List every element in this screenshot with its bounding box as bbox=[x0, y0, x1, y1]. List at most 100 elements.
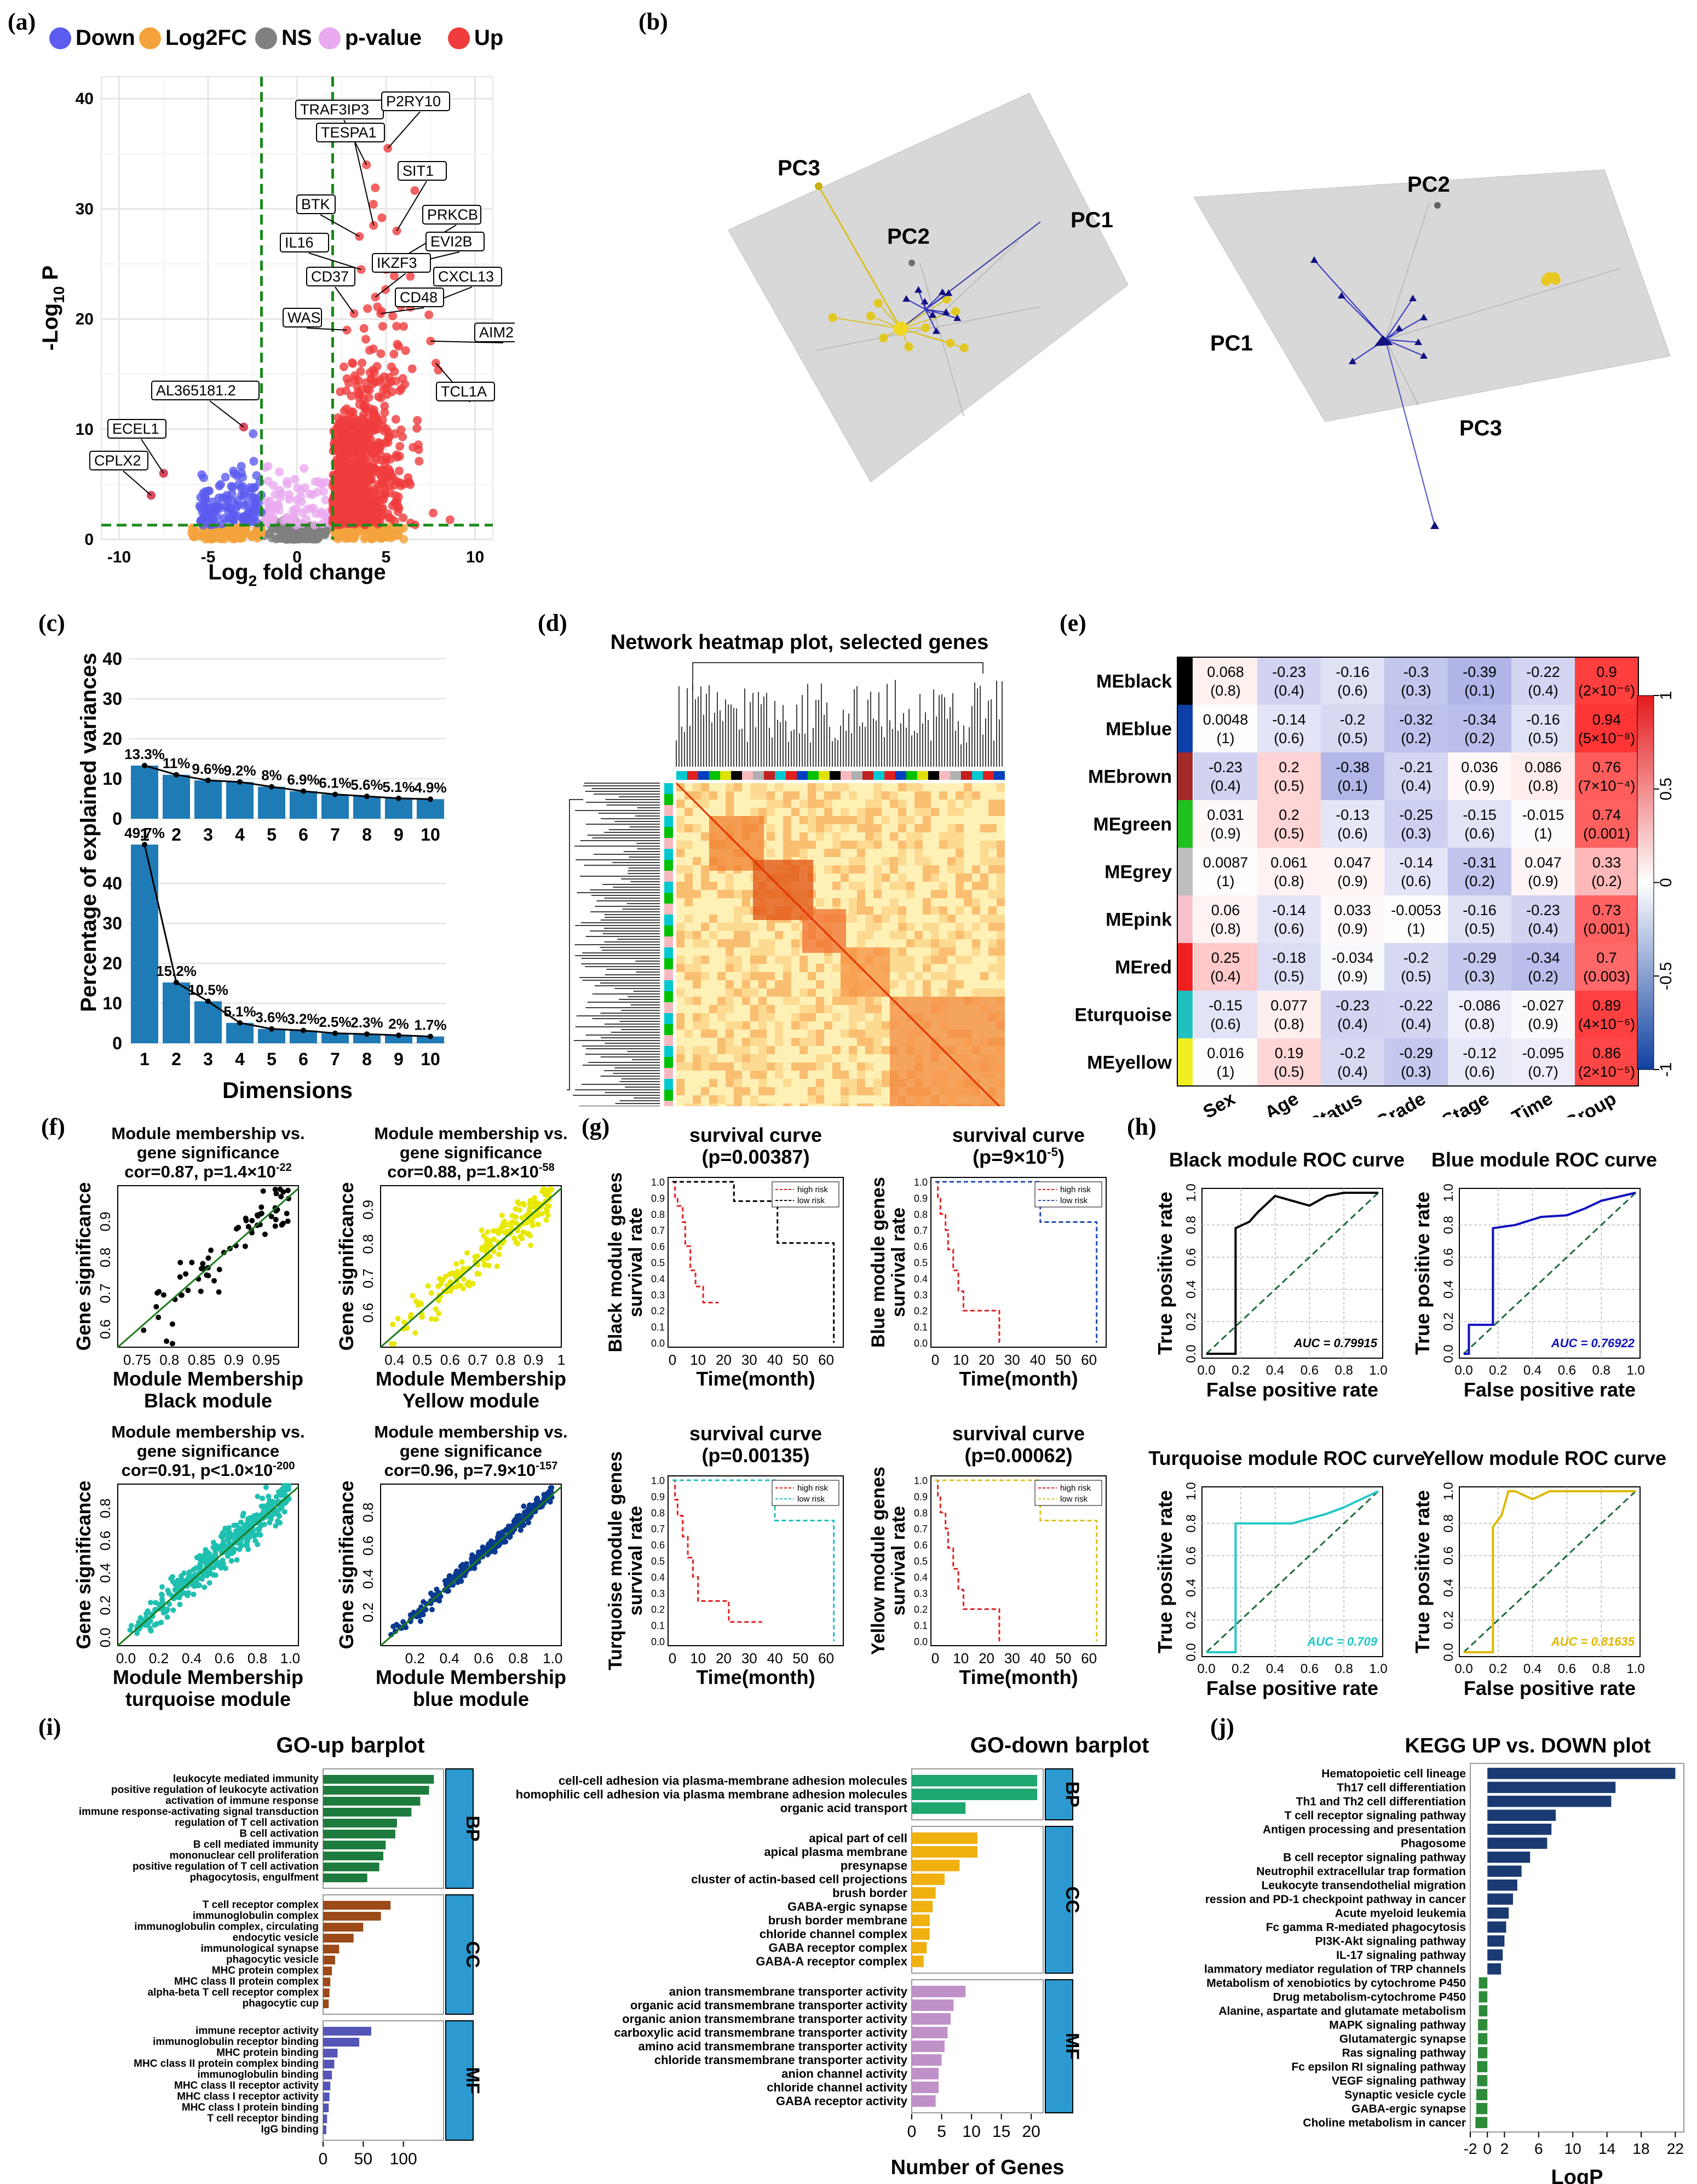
heatmap-cell bbox=[717, 791, 726, 800]
mm-point bbox=[266, 1493, 272, 1499]
heatmap-cell bbox=[791, 832, 799, 841]
volcano-point bbox=[338, 485, 348, 494]
heatmap-cell bbox=[750, 939, 758, 947]
pca-right-blue-vector bbox=[1385, 339, 1424, 357]
heatmap-cell bbox=[676, 906, 684, 915]
gene-label-leader bbox=[209, 400, 244, 428]
heatmap-cell bbox=[791, 1030, 799, 1038]
module-trait-cell bbox=[1448, 895, 1511, 943]
heatmap-cell bbox=[988, 915, 997, 923]
mm-point bbox=[509, 1212, 515, 1219]
volcano-point bbox=[384, 464, 393, 474]
mm-point bbox=[203, 1555, 209, 1561]
module-trait-cell bbox=[1194, 752, 1257, 800]
volcano-point bbox=[400, 380, 410, 389]
heatmap-color-bar-top bbox=[862, 771, 873, 780]
volcano-point bbox=[363, 385, 372, 394]
mm-point bbox=[187, 1573, 193, 1579]
heatmap-cell bbox=[783, 1005, 791, 1013]
mm-x-tick-label: 0.6 bbox=[440, 1352, 460, 1368]
heatmap-cell bbox=[923, 808, 931, 816]
heatmap-cell bbox=[832, 865, 841, 873]
volcano-point bbox=[342, 464, 351, 473]
module-trait-cor: -0.21 bbox=[1399, 759, 1433, 775]
gene-label-box bbox=[283, 308, 322, 327]
gene-label-box bbox=[433, 267, 502, 286]
heatmap-cell bbox=[898, 791, 906, 800]
heatmap-cell bbox=[931, 890, 939, 898]
heatmap-cell bbox=[709, 972, 717, 980]
mm-module-name: Black module bbox=[144, 1389, 272, 1412]
heatmap-cell bbox=[791, 956, 799, 964]
heatmap-cell bbox=[824, 1054, 832, 1062]
volcano-point bbox=[264, 496, 274, 505]
mm-point bbox=[502, 1229, 508, 1235]
mm-point bbox=[170, 1607, 176, 1613]
heatmap-cell bbox=[939, 832, 947, 841]
heatmap-cell bbox=[882, 898, 890, 906]
mm-x-tick-label: 0.75 bbox=[123, 1352, 151, 1368]
heatmap-cell bbox=[783, 1104, 791, 1106]
mm-point bbox=[189, 1582, 195, 1588]
heatmap-cell bbox=[882, 882, 890, 890]
mm-x-tick-label: 0.8 bbox=[496, 1352, 515, 1368]
heatmap-cell bbox=[898, 964, 906, 972]
mm-point bbox=[501, 1223, 507, 1229]
heatmap-cell bbox=[684, 816, 693, 824]
heatmap-cell bbox=[972, 849, 980, 857]
heatmap-cell bbox=[750, 1030, 758, 1038]
pca-right-axis bbox=[1385, 339, 1419, 406]
heatmap-cell bbox=[988, 816, 997, 824]
module-trait-pval: (0.8) bbox=[1464, 1016, 1495, 1032]
heatmap-cell bbox=[906, 964, 914, 972]
module-trait-pval: (0.2) bbox=[1528, 968, 1558, 985]
heatmap-cell bbox=[980, 906, 988, 915]
heatmap-cell bbox=[980, 956, 988, 964]
heatmap-cell bbox=[767, 1062, 775, 1071]
module-trait-cell bbox=[1384, 1038, 1448, 1086]
pca-left-blue-point bbox=[902, 295, 911, 302]
heatmap-cell bbox=[980, 849, 988, 857]
heatmap-cell bbox=[783, 791, 791, 800]
module-trait-pval: (0.6) bbox=[1337, 825, 1368, 842]
volcano-point bbox=[308, 490, 317, 499]
pca-left-blue-vector bbox=[925, 309, 946, 313]
volcano-point bbox=[365, 346, 374, 355]
mm-point bbox=[220, 1561, 226, 1567]
heatmap-cell bbox=[758, 956, 767, 964]
pca-left-yellow-point bbox=[946, 338, 955, 348]
heatmap-cell bbox=[758, 997, 767, 1005]
heatmap-cell bbox=[873, 824, 882, 832]
heatmap-cell bbox=[997, 972, 1005, 980]
heatmap-cell bbox=[914, 849, 923, 857]
heatmap-color-bar-top bbox=[939, 771, 950, 780]
volcano-point bbox=[335, 504, 344, 513]
mm-point bbox=[198, 1289, 204, 1295]
heatmap-cell bbox=[865, 1021, 873, 1030]
heatmap-cell bbox=[849, 816, 857, 824]
heatmap-cell bbox=[857, 1079, 865, 1087]
module-trait-cell bbox=[1511, 800, 1575, 848]
heatmap-cell bbox=[791, 791, 799, 800]
mm-point bbox=[285, 1187, 291, 1193]
heatmap-cell bbox=[717, 947, 726, 956]
heatmap-cell bbox=[956, 988, 964, 997]
variance-x-tick-label: 2 bbox=[171, 825, 181, 844]
heatmap-color-bar-top bbox=[687, 771, 698, 780]
heatmap-cell bbox=[701, 1046, 709, 1054]
heatmap-cell bbox=[906, 783, 914, 791]
heatmap-cell bbox=[808, 1005, 816, 1013]
volcano-point bbox=[407, 364, 417, 373]
heatmap-cell bbox=[890, 865, 898, 873]
heatmap-cell bbox=[906, 849, 914, 857]
volcano-points bbox=[147, 143, 455, 544]
x-tick-label: 5 bbox=[382, 548, 391, 566]
heatmap-cell bbox=[980, 865, 988, 873]
heatmap-cell bbox=[726, 1054, 734, 1062]
gene-label-ecel1: ECEL1 bbox=[112, 421, 159, 437]
heatmap-cell bbox=[816, 832, 824, 841]
heatmap-cell bbox=[898, 890, 906, 898]
heatmap-cell bbox=[988, 849, 997, 857]
volcano-point bbox=[291, 534, 300, 543]
mm-point bbox=[141, 1327, 147, 1334]
